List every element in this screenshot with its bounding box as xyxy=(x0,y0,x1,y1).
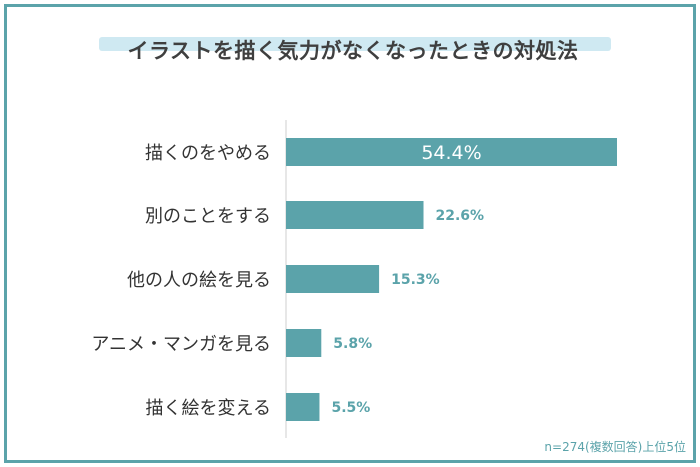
chart-frame: イラストを描く気力がなくなったときの対処法 xyxy=(4,4,696,463)
bars-group: 描くのをやめる 54.4% 別のことをする 22.6% 他の人の絵を見る 15.3% アニメ… xyxy=(91,138,617,421)
chart-title: イラストを描く気力がなくなったときの対処法 xyxy=(127,39,579,63)
value-label: 15.3% xyxy=(391,272,440,288)
value-label: 54.4% xyxy=(421,142,481,164)
category-label: アニメ・マンガを見る xyxy=(91,334,271,355)
bar xyxy=(286,265,380,293)
value-label: 22.6% xyxy=(436,208,485,224)
title-container: イラストを描く気力がなくなったときの対処法 xyxy=(7,35,699,65)
category-label: 別のことをする xyxy=(145,206,271,227)
value-label: 5.8% xyxy=(333,336,372,352)
category-label: 描く絵を変える xyxy=(146,398,271,419)
value-label: 5.5% xyxy=(331,400,370,416)
title-highlight xyxy=(99,37,611,51)
category-label: 描くのをやめる xyxy=(145,143,271,164)
category-label: 他の人の絵を見る xyxy=(127,270,271,291)
bar xyxy=(286,201,424,229)
sample-note: n=274(複数回答)上位5位 xyxy=(544,440,686,454)
bar xyxy=(286,329,322,357)
bar xyxy=(286,138,617,166)
bar xyxy=(286,393,320,421)
